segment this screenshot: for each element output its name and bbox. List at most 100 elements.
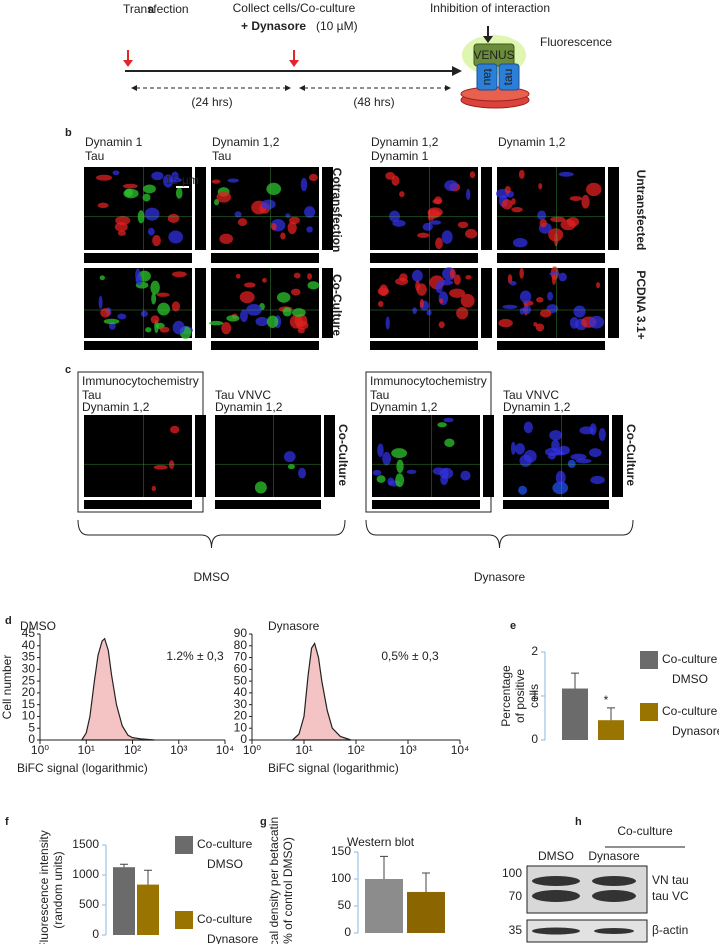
side-view <box>195 415 206 497</box>
legend-entry: Co-culture DMSO <box>662 652 718 686</box>
cell <box>291 308 306 317</box>
cell <box>97 202 109 209</box>
cell <box>510 441 516 455</box>
x-tick-label: 10³ <box>399 743 416 757</box>
readout-arrow-head <box>483 36 493 43</box>
y-tick-label: 0 <box>28 732 35 746</box>
cell <box>427 214 435 221</box>
cell <box>437 422 447 428</box>
panel-label: d <box>5 615 12 627</box>
cell <box>385 171 396 180</box>
cell <box>466 188 471 201</box>
cell <box>214 199 220 206</box>
cell <box>175 187 183 199</box>
x-tick-label: 10⁰ <box>31 743 49 757</box>
band-label: β-actin <box>652 923 688 937</box>
y-label: (random units) <box>51 851 65 928</box>
cell <box>96 174 113 181</box>
cell <box>422 222 433 231</box>
cell <box>550 216 566 223</box>
cell <box>152 235 161 247</box>
y-label: Cell number <box>0 655 14 720</box>
cell <box>163 174 174 188</box>
legend-line: Co-culture <box>662 704 718 718</box>
chart-title: Dynasore <box>268 619 320 633</box>
cell <box>289 314 303 329</box>
y-tick-label: 10 <box>234 720 248 734</box>
cell <box>507 274 513 284</box>
cell <box>151 292 157 305</box>
legend-line: DMSO <box>672 672 708 686</box>
row-label: Untransfected <box>634 170 648 251</box>
cell <box>465 228 478 239</box>
x-tick-label: 10³ <box>170 743 187 757</box>
bar <box>407 891 445 933</box>
row-label: Co-Culture <box>330 274 344 336</box>
cell <box>219 233 234 245</box>
error-bar <box>380 855 388 879</box>
cell <box>549 430 563 441</box>
cell <box>579 426 595 435</box>
y-tick-label: 0 <box>240 732 247 746</box>
legend-line: Co-culture <box>197 912 253 926</box>
bottom-view <box>84 253 192 263</box>
cell <box>426 309 432 316</box>
cell <box>171 271 187 278</box>
side-view <box>481 167 492 250</box>
cell <box>285 213 291 218</box>
cell <box>419 298 424 309</box>
stain-label: Dynamin 1 <box>85 135 143 149</box>
brace <box>365 519 634 549</box>
cell <box>444 180 458 191</box>
cell <box>498 318 513 328</box>
y-tick-label: 40 <box>234 685 248 699</box>
cell <box>435 237 443 249</box>
cell <box>172 320 185 335</box>
marker: 70 <box>509 889 523 903</box>
cell <box>438 279 454 286</box>
step: Inhibition of interaction <box>430 1 550 15</box>
cell <box>378 300 384 308</box>
tau-block <box>476 63 498 91</box>
cell <box>460 293 475 308</box>
cell <box>399 191 405 198</box>
cell <box>456 306 469 320</box>
panel-label: b <box>65 127 72 139</box>
y-tick-label: 20 <box>234 709 248 723</box>
stain-label: Dynamin 1,2 <box>212 135 280 149</box>
cell <box>432 198 442 204</box>
y-tick-label: 15 <box>22 697 36 711</box>
cell <box>144 207 160 221</box>
cell <box>122 183 138 189</box>
cell <box>147 227 155 236</box>
cell <box>573 305 586 318</box>
cell <box>502 304 518 309</box>
y-tick-label: 50 <box>234 673 248 687</box>
y-tick-label: 90 <box>234 626 248 640</box>
y-tick-label: 45 <box>22 626 36 640</box>
cell <box>99 275 105 281</box>
cell <box>449 268 456 279</box>
cell <box>539 218 547 228</box>
cell <box>234 211 242 218</box>
cell <box>537 210 547 220</box>
cell <box>581 194 590 209</box>
cell <box>239 291 255 304</box>
y-tick-label: 1500 <box>72 837 99 851</box>
y-label: cells <box>527 684 541 708</box>
cell <box>307 281 320 290</box>
side-view <box>483 415 494 497</box>
y-label: Fluorescence intensity <box>37 830 51 944</box>
cell <box>460 470 471 481</box>
cell <box>377 443 384 458</box>
cell <box>441 230 453 244</box>
legend-swatch <box>175 836 193 854</box>
cell <box>395 277 409 286</box>
bands <box>532 876 636 935</box>
bottom-view <box>84 500 192 509</box>
cell <box>255 316 269 327</box>
y-tick-label: 30 <box>234 697 248 711</box>
cell <box>280 232 286 240</box>
cell <box>168 230 183 244</box>
cell <box>569 196 583 201</box>
